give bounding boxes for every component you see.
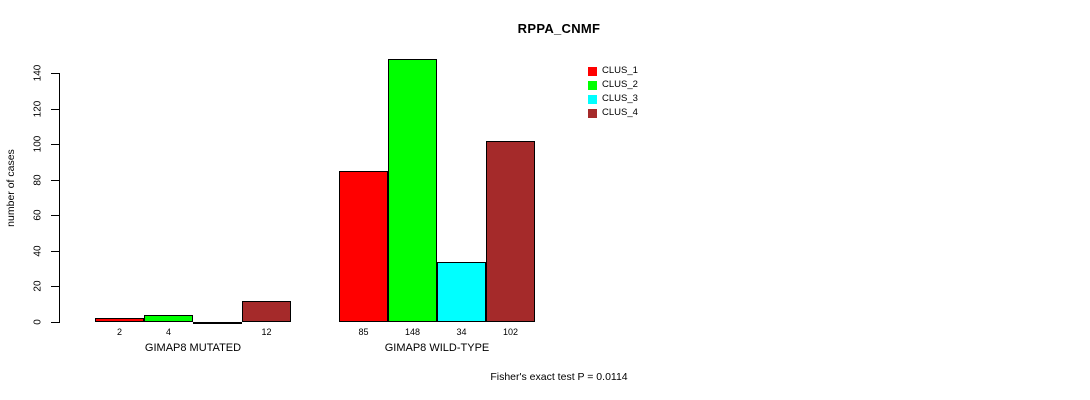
y-tick-mark [51, 215, 59, 216]
legend-item: CLUS_4 [588, 106, 638, 120]
legend-item: CLUS_1 [588, 64, 638, 78]
bar-value-label: 148 [404, 327, 421, 337]
y-tick-mark [51, 144, 59, 145]
bar-clus_4 [486, 141, 535, 322]
legend-label: CLUS_1 [602, 65, 638, 76]
footnote: Fisher's exact test P = 0.0114 [490, 371, 628, 383]
legend-swatch [588, 80, 597, 90]
legend-swatch [588, 66, 597, 76]
bar-value-label: 4 [165, 327, 171, 337]
y-tick-label: 80 [32, 174, 44, 186]
bar-value-label: 34 [456, 327, 467, 337]
y-tick-mark [51, 322, 59, 323]
y-axis-line [59, 73, 60, 323]
bar-clus_3 [193, 322, 242, 324]
y-tick-mark [51, 73, 59, 74]
legend-item: CLUS_3 [588, 92, 638, 106]
y-tick-label: 0 [32, 319, 44, 325]
y-tick-label: 100 [32, 135, 44, 153]
y-tick-label: 140 [32, 64, 44, 82]
y-tick-mark [51, 286, 59, 287]
bar-value-label: 12 [261, 327, 272, 337]
y-tick-label: 40 [32, 245, 44, 257]
y-tick-label: 120 [32, 100, 44, 118]
legend-swatch [588, 94, 597, 104]
y-tick-mark [51, 109, 59, 110]
legend-label: CLUS_2 [602, 79, 638, 90]
legend-item: CLUS_2 [588, 78, 638, 92]
bar-clus_1 [339, 171, 388, 322]
group-label: GIMAP8 WILD-TYPE [384, 342, 490, 354]
legend: CLUS_1 CLUS_2 CLUS_3 CLUS_4 [588, 64, 638, 120]
y-tick-mark [51, 180, 59, 181]
bar-value-label: 102 [502, 327, 519, 337]
chart-title: RPPA_CNMF [517, 21, 601, 36]
legend-swatch [588, 108, 597, 118]
bar-clus_1 [95, 318, 144, 322]
y-tick-label: 60 [32, 209, 44, 221]
bar-value-label: 85 [358, 327, 369, 337]
y-axis-title: number of cases [5, 149, 17, 227]
bar-clus_2 [388, 59, 437, 322]
bar-value-label: 2 [116, 327, 122, 337]
y-tick-label: 20 [32, 280, 44, 292]
legend-label: CLUS_3 [602, 93, 638, 104]
group-label: GIMAP8 MUTATED [144, 342, 242, 354]
bar-clus_2 [144, 315, 193, 322]
legend-label: CLUS_4 [602, 107, 638, 118]
bar-clus_4 [242, 301, 291, 322]
bar-clus_3 [437, 262, 486, 322]
y-tick-mark [51, 251, 59, 252]
